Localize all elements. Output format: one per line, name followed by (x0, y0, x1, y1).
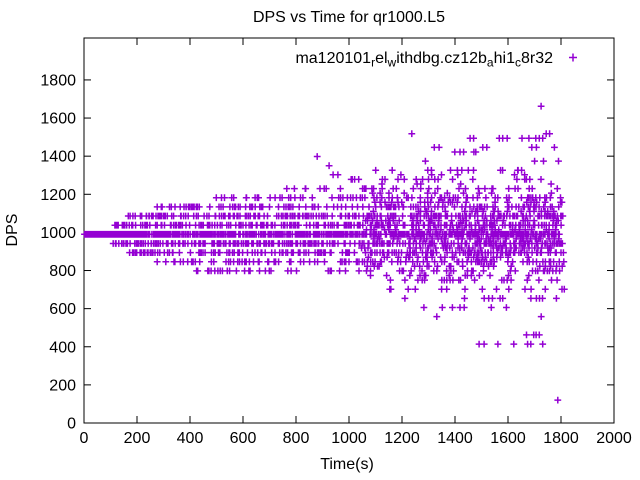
x-tick-label: 2000 (596, 430, 632, 447)
chart-title: DPS vs Time for qr1000.L5 (253, 9, 445, 26)
y-tick-label: 1000 (40, 225, 76, 242)
legend-label: ma120101r​elw​ithdbg.cz12ba​hi1c​8r32 (295, 50, 553, 70)
legend: ma120101r​elw​ithdbg.cz12ba​hi1c​8r32 (295, 50, 577, 70)
axes: 0 200 400 600 800 1000 1200 1400 1600 1800 2000 0 20… (40, 37, 632, 447)
y-tick-label: 200 (49, 377, 76, 394)
x-axis-label: Time(s) (320, 456, 374, 473)
x-tick-label: 800 (283, 430, 310, 447)
x-tick-label: 600 (230, 430, 257, 447)
y-tick-label: 0 (67, 416, 76, 433)
x-tick-label: 1400 (437, 430, 473, 447)
x-tick-label: 0 (80, 430, 89, 447)
y-tick-label: 1400 (40, 149, 76, 166)
y-tick-label: 400 (49, 339, 76, 356)
x-tick-label: 1800 (543, 430, 579, 447)
y-tick-label: 1200 (40, 187, 76, 204)
x-tick-label: 1200 (384, 430, 420, 447)
x-tick-label: 200 (124, 430, 151, 447)
x-tick-label: 1000 (331, 430, 367, 447)
y-tick-label: 1600 (40, 111, 76, 128)
y-tick-label: 800 (49, 263, 76, 280)
legend-plus-marker-icon (569, 53, 577, 62)
scatter-points (81, 102, 568, 404)
y-tick-label: 600 (49, 301, 76, 318)
y-axis-label: DPS (4, 214, 21, 247)
x-tick-label: 1600 (490, 430, 526, 447)
y-tick-label: 1800 (40, 72, 76, 89)
x-tick-label: 400 (177, 430, 204, 447)
